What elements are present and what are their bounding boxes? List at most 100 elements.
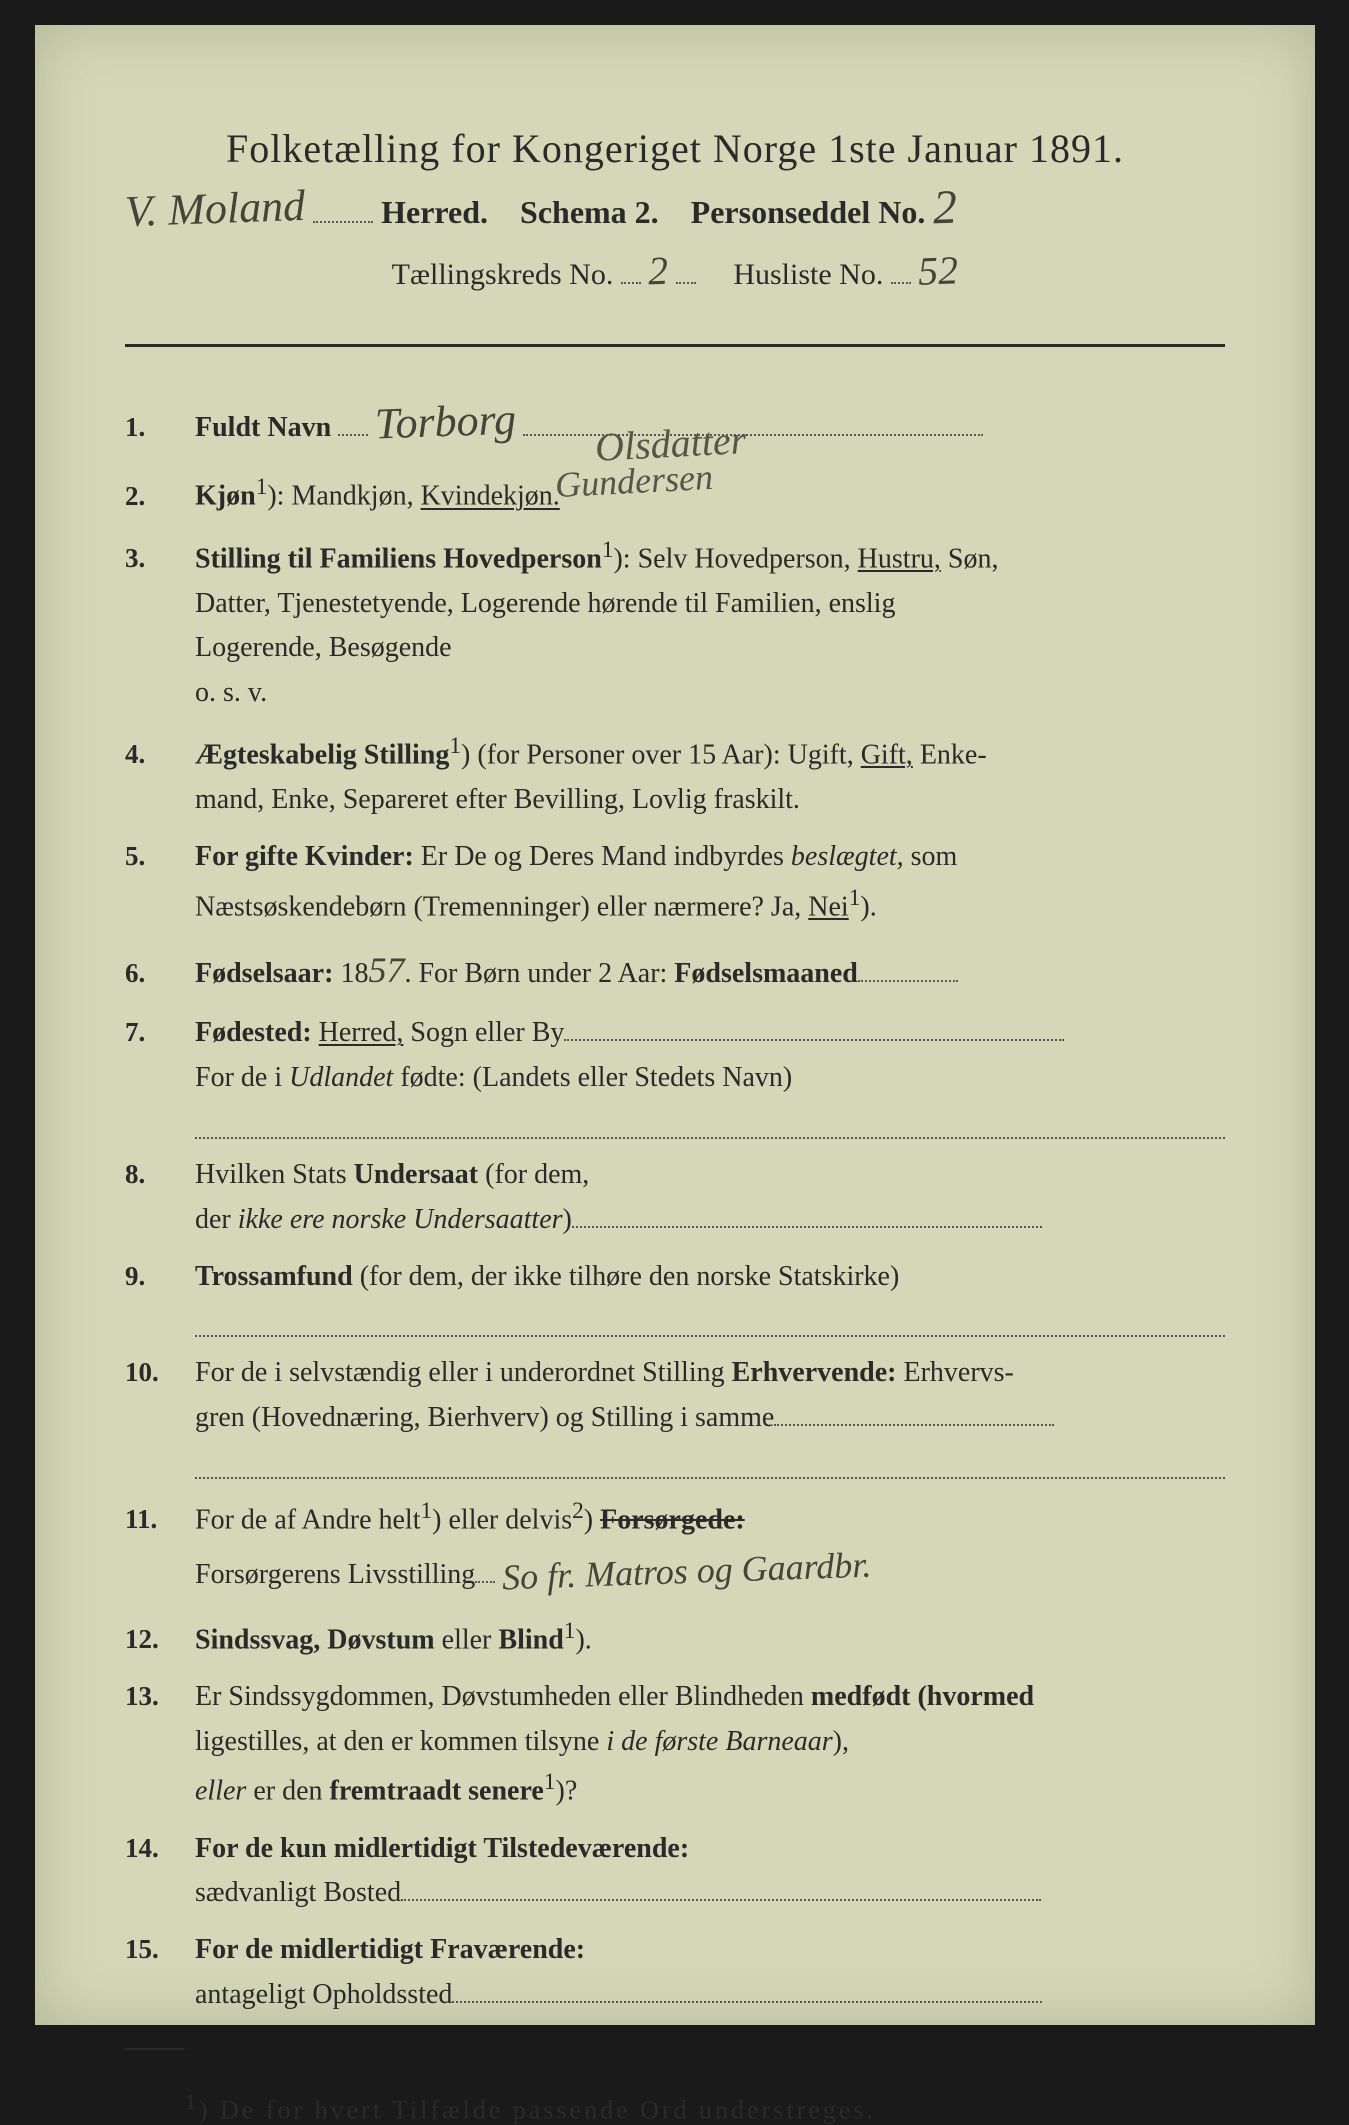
husliste-no-handwritten: 52 [918,246,960,294]
item-num: 10. [125,1351,195,1394]
text: fødte: (Landets eller Stedets Navn) [393,1062,792,1093]
label: Ægteskabelig Stilling [195,739,449,770]
item-6: 6. Fødselsaar: 1857. For Børn under 2 Aa… [125,942,1225,1000]
text: ) [563,1204,572,1235]
text: For de i [195,1062,289,1093]
text: ) [584,1504,600,1535]
label: Sindssvag, Døvstum [195,1624,435,1655]
item-num: 15. [125,1928,195,1971]
item-num: 5. [125,835,195,878]
dotted-fill [452,2001,1042,2003]
text-italic: i de første Barneaar [606,1726,832,1757]
item-body: Ægteskabelig Stilling1) (for Personer ov… [195,728,1225,823]
text: (for dem, [478,1159,589,1190]
kreds-label: Tællingskreds No. [392,258,614,291]
header-line-3: Tællingskreds No. 2 Husliste No. 52 [125,247,1225,294]
text: gren (Hovednæring, Bierhverv) og Stillin… [195,1402,774,1433]
item-4: 4. Ægteskabelig Stilling1) (for Personer… [125,728,1225,823]
footnote: 1) De for hvert Tilfælde passende Ord un… [125,2090,1225,2125]
text: som [904,841,958,872]
husliste-label: Husliste No. [733,258,883,291]
selected-herred: Herred, [319,1017,404,1048]
item-num: 7. [125,1011,195,1054]
label: For gifte Kvinder: [195,841,414,872]
item-7: 7. Fødested: Herred, Sogn eller By For d… [125,1011,1225,1101]
surname-over-2: Gundersen [554,456,714,506]
text: ) (for Personer over 15 Aar): Ugift, [461,739,861,770]
text: Logerende, Besøgende [195,632,452,663]
item-num: 11. [125,1498,195,1541]
dotted-fill [338,434,368,436]
text: Hvilken Stats [195,1159,354,1190]
item-11: 11. For de af Andre helt1) eller delvis2… [125,1493,1225,1601]
label: Trossamfund [195,1261,353,1292]
year-handwritten: 57 [368,950,404,990]
dotted-fill [564,1039,1064,1041]
label: For de kun midlertidigt Tilstedeværende: [195,1833,689,1864]
sup: 1 [564,1618,576,1644]
item-num: 9. [125,1255,195,1298]
dotted-fill [523,434,983,436]
census-form-page: Folketælling for Kongeriget Norge 1ste J… [35,25,1315,2025]
label: Fødselsaar: [195,958,333,989]
text: mand, Enke, Separeret efter Bevilling, L… [195,784,800,815]
item-num: 12. [125,1618,195,1661]
item-body: Fødested: Herred, Sogn eller By For de i… [195,1011,1225,1101]
header-line-2: V. Moland Herred. Schema 2. Personseddel… [125,180,1225,235]
sup: 2 [572,1498,584,1524]
text: Datter, Tjenestetyende, Logerende hørend… [195,588,895,619]
item-body: For gifte Kvinder: Er De og Deres Mand i… [195,835,1225,930]
item-num: 14. [125,1827,195,1870]
text: sædvanligt Bosted [195,1877,401,1908]
herred-label: Herred. [381,194,488,230]
text-italic: eller [195,1776,246,1807]
text: Sogn eller By [403,1017,564,1048]
label: Fødested: [195,1017,312,1048]
sup: 1 [185,2090,199,2114]
item-body: Fødselsaar: 1857. For Børn under 2 Aar: … [195,942,1225,1000]
dotted-fill [891,282,911,284]
label: medfødt (hvormed [811,1681,1034,1712]
text-italic: ikke ere norske Undersaatter [238,1204,563,1235]
dotted-fill [774,1424,1054,1426]
label: fremtraadt senere [330,1776,544,1807]
dotted-fill [621,282,641,284]
dotted-fill [313,221,373,223]
item-10: 10. For de i selvstændig eller i underor… [125,1351,1225,1441]
label: Stilling til Familiens Hovedperson [195,543,602,574]
text-italic: Udlandet [289,1062,393,1093]
label-struck: Forsørgede: [600,1504,745,1535]
dotted-fill [858,980,958,982]
selected-gift: Gift, [861,739,913,770]
herred-handwritten: V. Moland [124,180,306,237]
item-num: 8. [125,1153,195,1196]
text: ). [860,891,876,922]
dotted-fill [475,1581,495,1583]
sup: 1 [849,885,861,911]
label: Blind [498,1624,563,1655]
selected-kvindekjon: Kvindekjøn. [421,481,560,512]
dotted-line [195,1113,1225,1139]
text: er den [246,1776,329,1807]
sup: 1 [544,1769,556,1795]
item-num: 3. [125,537,195,580]
item-body: For de midlertidigt Fraværende: antageli… [195,1928,1225,2018]
text: ). [575,1624,591,1655]
text: Er Sindssygdommen, Døvstumheden eller Bl… [195,1681,811,1712]
label: For de midlertidigt Fraværende: [195,1934,585,1965]
sup: 1 [421,1498,433,1524]
text: der [195,1204,238,1235]
text: For de i selvstændig eller i underordnet… [195,1357,732,1388]
text: (for dem, der ikke tilhøre den norske St… [353,1261,900,1292]
text: )? [556,1776,578,1807]
text: ): Selv Hovedperson, [613,543,857,574]
text: ligestilles, at den er kommen tilsyne [195,1726,606,1757]
dotted-fill [401,1899,1041,1901]
item-12: 12. Sindssvag, Døvstum eller Blind1). [125,1613,1225,1663]
text: o. s. v. [195,677,267,708]
item-body: Er Sindssygdommen, Døvstumheden eller Bl… [195,1675,1225,1815]
dotted-fill [676,282,696,284]
item-body: Trossamfund (for dem, der ikke tilhøre d… [195,1255,1225,1300]
item-8: 8. Hvilken Stats Undersaat (for dem, der… [125,1153,1225,1243]
sup: 1 [256,474,268,500]
